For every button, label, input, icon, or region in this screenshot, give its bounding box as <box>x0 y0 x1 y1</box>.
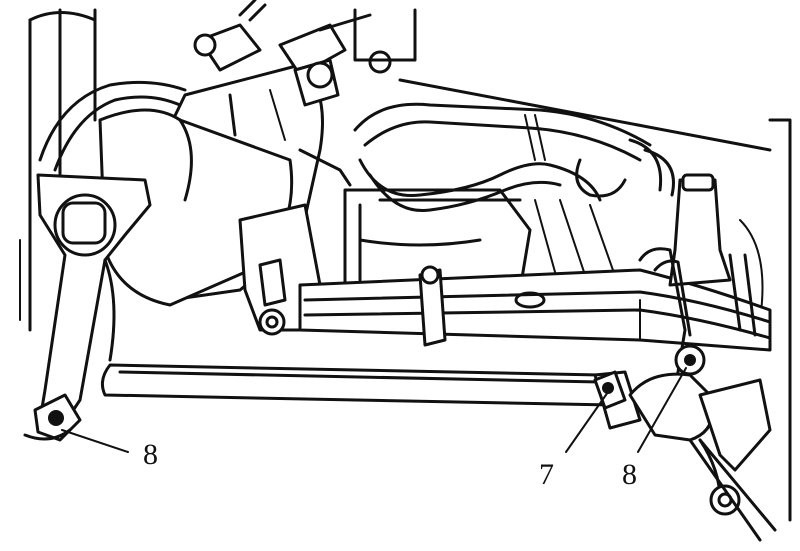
leader-line-7 <box>565 391 609 453</box>
steering-gearbox <box>98 63 352 336</box>
leader-line-8-left <box>61 429 129 453</box>
leaf-spring <box>298 265 772 352</box>
callout-label-8-left: 8 <box>143 438 158 471</box>
tie-rod-end-right <box>628 344 777 542</box>
shock-absorber <box>638 173 757 392</box>
callout-label-8-right: 8 <box>622 458 637 491</box>
leader-lines <box>61 367 687 453</box>
leader-line-8-right <box>637 367 687 453</box>
hoses <box>38 80 675 213</box>
top-fittings <box>193 0 372 107</box>
callout-label-7: 7 <box>539 458 554 491</box>
tie-rod <box>100 363 642 430</box>
pitman-arm <box>23 173 152 442</box>
